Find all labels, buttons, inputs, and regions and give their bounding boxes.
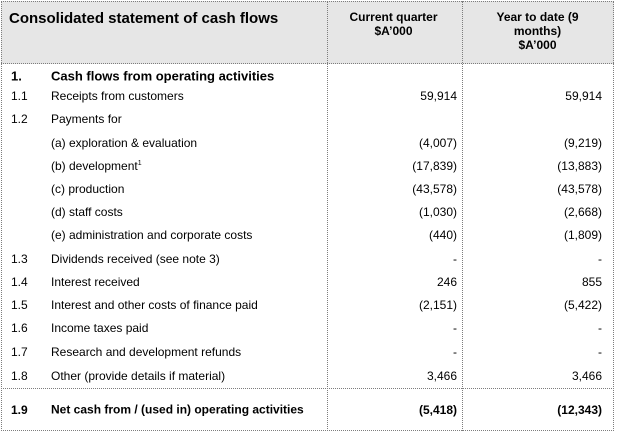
table-row: (d) staff costs (1,030) (2,668) [0,200,617,223]
row-label: (b) development1 [51,159,142,173]
table-row: 1.6 Income taxes paid - - [0,316,617,339]
row-label: Interest received [51,274,140,289]
row-number: 1.8 [11,368,28,383]
year-to-date-value: (12,343) [557,403,602,417]
year-to-date-value: (1,809) [563,227,602,242]
table-row: 1.3 Dividends received (see note 3) - - [0,247,617,270]
row-label: (c) production [51,181,125,196]
table-row: (e) administration and corporate costs (… [0,223,617,246]
current-quarter-value: - [453,344,457,359]
column-header-year-to-date-line2: months) [513,24,562,38]
current-quarter-value: (5,418) [418,403,457,417]
current-quarter-value: 246 [436,274,457,289]
year-to-date-value: (5,422) [563,297,602,312]
year-to-date-value: (43,578) [557,181,602,196]
table-row-total: 1.9 Net cash from / (used in) operating … [0,390,617,430]
footnote-marker: 1 [137,159,142,167]
row-label: Net cash from / (used in) operating acti… [51,402,304,417]
table-row: 1.1 Receipts from customers 59,914 59,91… [0,84,617,107]
table-row: 1.5 Interest and other costs of finance … [0,293,617,316]
row-number: 1.9 [11,403,28,417]
column-divider [462,1,463,431]
current-quarter-value: (43,578) [412,181,457,196]
row-label: Receipts from customers [51,88,184,103]
current-quarter-value: (1,030) [418,204,457,219]
table-title: Consolidated statement of cash flows [9,10,279,27]
year-to-date-value: (13,883) [557,158,602,173]
row-number: 1.5 [11,297,28,312]
column-header-current-quarter-line2: $A’000 [374,24,413,38]
row-label: Other (provide details if material) [51,368,226,383]
column-header-year-to-date-line3: $A’000 [518,38,557,52]
row-label-text: (b) development [51,158,138,173]
column-header-current-quarter: Current quarter $A’000 [327,10,460,38]
year-to-date-value: (9,219) [563,135,602,150]
row-label: Interest and other costs of finance paid [51,297,258,312]
year-to-date-value: 3,466 [571,368,602,383]
table-row: 1.4 Interest received 246 855 [0,270,617,293]
row-label: Dividends received (see note 3) [51,251,220,266]
table-row: 1.7 Research and development refunds - - [0,340,617,363]
current-quarter-value: (2,151) [418,297,457,312]
current-quarter-value: 3,466 [426,368,457,383]
year-to-date-value: - [598,344,602,359]
row-number: 1.6 [11,320,28,335]
row-number: 1. [11,68,22,83]
year-to-date-value: (2,668) [563,204,602,219]
current-quarter-value: (17,839) [412,158,457,173]
row-label: Research and development refunds [51,344,242,359]
row-label: (d) staff costs [51,204,123,219]
table-row: (b) development1 (17,839) (13,883) [0,154,617,177]
current-quarter-value: - [453,251,457,266]
column-header-year-to-date: Year to date (9 months) $A’000 [462,10,613,52]
current-quarter-value: - [453,320,457,335]
current-quarter-value: 59,914 [420,88,457,103]
current-quarter-value: (4,007) [418,135,457,150]
year-to-date-value: 59,914 [565,88,602,103]
row-number: 1.7 [11,344,28,359]
table-row: 1. Cash flows from operating activities [0,64,617,87]
row-label: Income taxes paid [51,320,149,335]
row-label: (e) administration and corporate costs [51,227,253,242]
row-label: Payments for [51,111,122,126]
year-to-date-value: - [598,251,602,266]
row-number: 1.2 [11,111,28,126]
year-to-date-value: - [598,320,602,335]
table-row: (a) exploration & evaluation (4,007) (9,… [0,131,617,154]
table-row: 1.2 Payments for [0,107,617,130]
column-header-year-to-date-line1: Year to date (9 [496,10,579,24]
row-label: Cash flows from operating activities [51,68,275,83]
row-number: 1.4 [11,274,28,289]
table-row: 1.8 Other (provide details if material) … [0,364,617,387]
table-row: (c) production (43,578) (43,578) [0,177,617,200]
table-header-background [1,1,614,64]
column-divider [327,1,328,431]
column-header-current-quarter-line1: Current quarter [349,10,438,24]
row-number: 1.1 [11,88,28,103]
row-number: 1.3 [11,251,28,266]
row-label: (a) exploration & evaluation [51,135,198,150]
year-to-date-value: 855 [581,274,602,289]
row-divider [1,388,614,389]
current-quarter-value: (440) [428,227,457,242]
